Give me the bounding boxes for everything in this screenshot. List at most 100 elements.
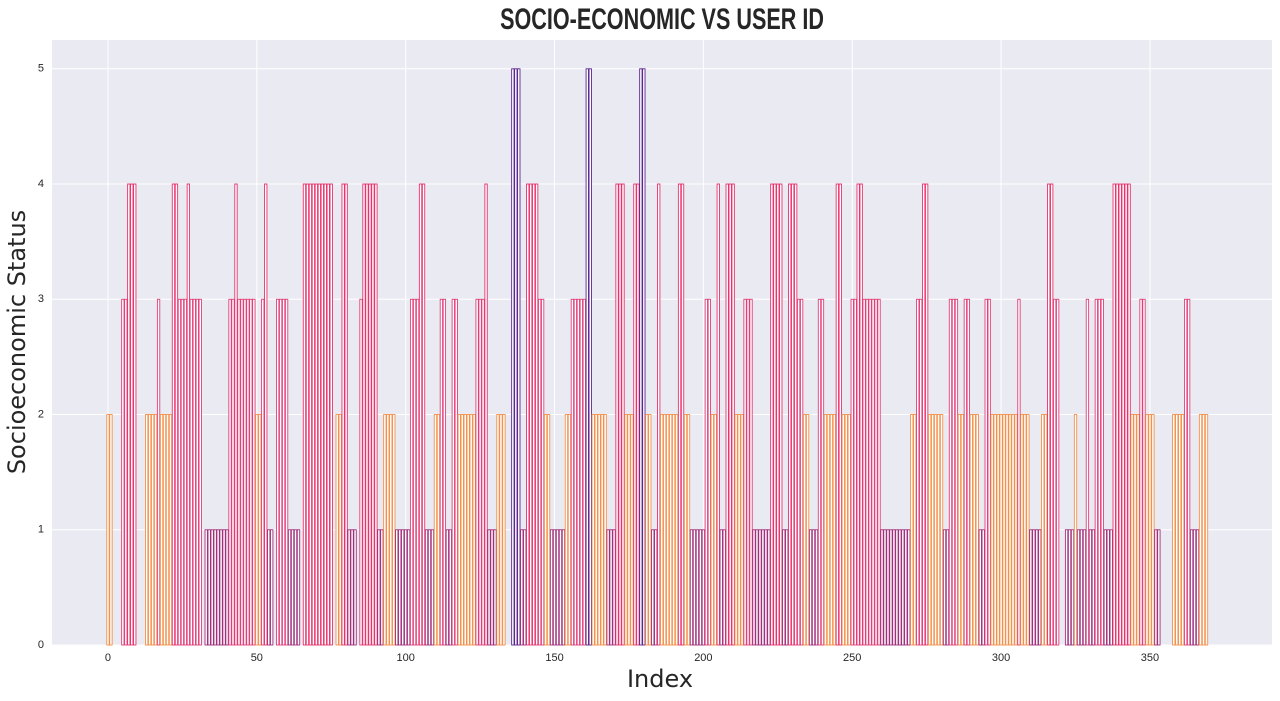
bar — [910, 414, 914, 646]
bar — [487, 529, 491, 646]
bar — [1032, 529, 1036, 646]
bar — [585, 68, 589, 646]
bar — [520, 529, 524, 646]
bar — [945, 529, 950, 646]
bar — [502, 414, 506, 646]
bar — [106, 414, 110, 646]
bar — [302, 183, 307, 646]
y-tick-label: 1 — [38, 524, 44, 536]
bar — [883, 529, 887, 646]
bar — [698, 529, 703, 646]
bar — [686, 414, 691, 646]
bar — [1175, 414, 1179, 646]
bar — [427, 529, 432, 646]
bar — [1109, 529, 1113, 646]
bar — [606, 529, 610, 646]
x-tick-label: 350 — [1141, 652, 1159, 664]
bar — [630, 414, 634, 646]
bar — [984, 298, 988, 646]
bar — [252, 298, 256, 646]
bar — [823, 414, 828, 646]
bar — [895, 529, 899, 646]
bar — [389, 414, 393, 646]
bar — [904, 529, 908, 646]
bar — [1127, 183, 1131, 646]
bar — [1172, 414, 1176, 646]
bar — [663, 414, 667, 646]
bar — [668, 414, 673, 646]
bar — [707, 298, 711, 646]
bar — [838, 183, 842, 646]
bar — [1201, 414, 1206, 646]
bar — [207, 529, 211, 646]
bar — [460, 414, 464, 646]
bar — [856, 183, 860, 646]
bar — [573, 298, 578, 646]
bar — [612, 529, 616, 646]
bar — [412, 298, 417, 646]
bar — [1189, 529, 1194, 646]
bar — [570, 298, 575, 646]
bar — [317, 183, 321, 646]
bar — [627, 414, 631, 646]
bar — [689, 529, 694, 646]
bar — [344, 183, 348, 646]
bar — [922, 183, 926, 646]
bar — [127, 183, 131, 646]
bar — [362, 183, 366, 646]
bar — [677, 183, 682, 646]
bar — [493, 529, 497, 646]
bar — [978, 529, 982, 646]
bar — [1148, 414, 1152, 646]
bar — [990, 414, 994, 646]
bar — [383, 414, 387, 646]
bar — [889, 529, 893, 646]
bar — [829, 414, 834, 646]
bar — [770, 183, 774, 646]
bar — [168, 414, 173, 646]
bar — [415, 298, 420, 646]
bar — [779, 183, 783, 646]
bar — [1103, 529, 1107, 646]
bar — [591, 414, 595, 646]
x-tick-label: 200 — [694, 652, 712, 664]
bar — [341, 183, 345, 646]
bar — [243, 298, 247, 646]
bar — [615, 183, 619, 646]
bar — [552, 529, 557, 646]
bar — [133, 183, 137, 646]
bar — [1133, 414, 1137, 646]
bar — [374, 183, 378, 646]
bar — [418, 183, 423, 646]
bar — [969, 414, 973, 646]
y-tick-label: 3 — [38, 293, 44, 305]
bar — [395, 529, 399, 646]
bar — [347, 529, 351, 646]
bar — [1115, 183, 1119, 646]
bar — [499, 414, 503, 646]
bar — [386, 414, 390, 646]
y-tick-label: 4 — [38, 178, 44, 190]
bar — [808, 529, 813, 646]
bar — [844, 414, 848, 646]
bar — [1064, 529, 1069, 646]
bar — [722, 529, 726, 646]
bar — [957, 414, 962, 646]
x-tick-label: 300 — [992, 652, 1010, 664]
bar — [561, 529, 566, 646]
bar — [1008, 414, 1012, 646]
bar — [424, 529, 429, 646]
bar — [276, 298, 280, 646]
bar — [805, 414, 810, 646]
bar — [490, 529, 494, 646]
bar — [880, 529, 884, 646]
bar — [365, 183, 369, 646]
bar — [865, 298, 869, 646]
bar — [335, 414, 339, 646]
bar — [826, 414, 831, 646]
bar — [472, 414, 476, 646]
bar — [734, 414, 738, 646]
bar — [925, 183, 929, 646]
